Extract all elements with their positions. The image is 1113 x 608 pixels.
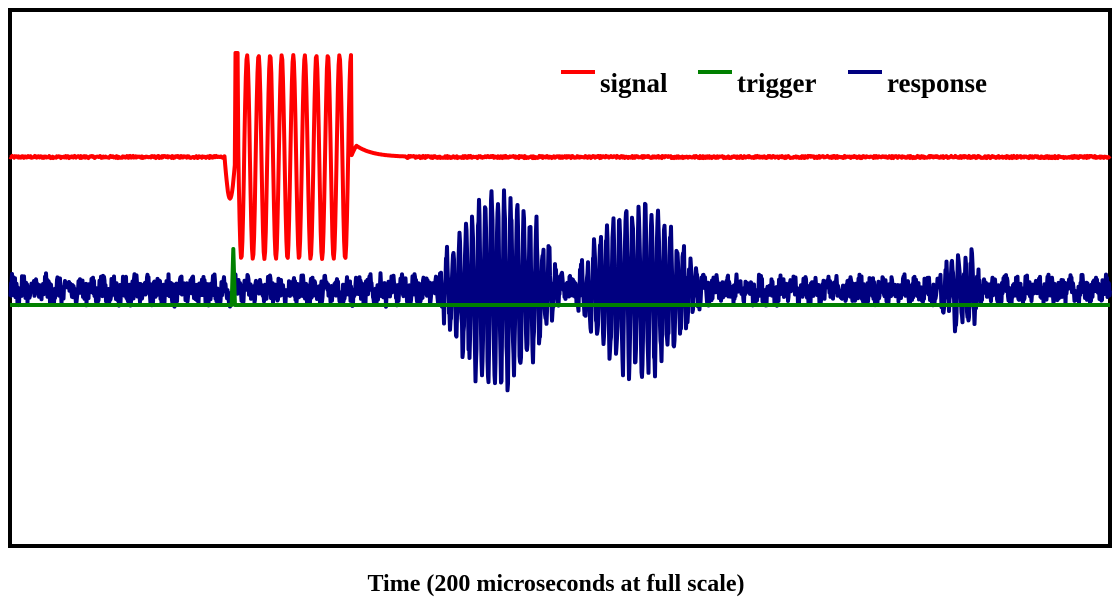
legend-item-trigger: trigger [698,68,816,98]
signal-line [8,51,1112,261]
response-line [8,188,1112,393]
legend-item-signal: signal [561,68,668,98]
legend: signal trigger response [561,68,987,98]
series-layer [8,51,1112,393]
legend-item-response: response [848,68,987,98]
trigger-line [10,247,1110,307]
legend-label-response: response [887,68,987,98]
legend-label-signal: signal [600,68,668,98]
x-axis-label: Time (200 microseconds at full scale) [367,571,744,597]
legend-label-trigger: trigger [737,68,816,98]
